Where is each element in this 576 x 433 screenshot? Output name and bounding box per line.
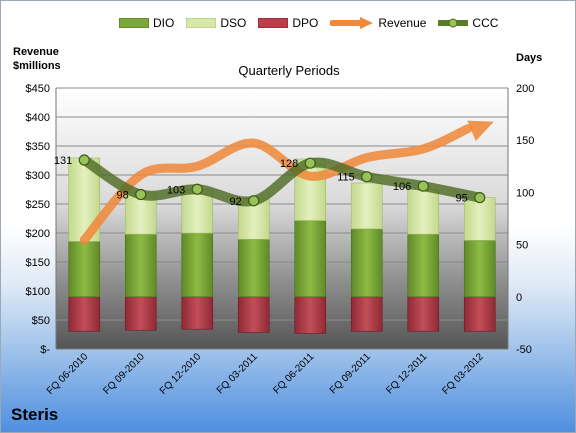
ccc-data-label: 115 xyxy=(337,172,355,184)
ccc-point xyxy=(248,195,260,207)
bar-dio xyxy=(463,240,496,298)
legend-label-revenue: Revenue xyxy=(378,16,427,30)
right-tick-label: 200 xyxy=(516,83,534,95)
ccc-point xyxy=(361,171,373,183)
left-tick-label: $- xyxy=(40,344,50,356)
ccc-point xyxy=(474,192,486,204)
chart-title: Quarterly Periods xyxy=(238,63,340,78)
x-tick-label: FQ 06-2010 xyxy=(45,351,91,397)
legend-swatch-revenue xyxy=(330,17,374,29)
left-tick-label: $350 xyxy=(26,141,50,153)
ccc-data-label: 95 xyxy=(456,193,468,205)
x-tick-label: FQ 09-2010 xyxy=(101,351,147,397)
plot-area xyxy=(56,88,508,349)
bar-dpo xyxy=(181,296,214,330)
right-tick-label: 150 xyxy=(516,135,534,147)
legend-swatch-ccc xyxy=(438,18,469,28)
legend-item-revenue: Revenue xyxy=(330,16,426,30)
legend-label-ccc: CCC xyxy=(472,16,499,30)
x-tick-label: FQ 12-2011 xyxy=(384,351,429,396)
ccc-point xyxy=(78,154,90,166)
bar-dpo xyxy=(463,296,496,332)
left-tick-label: $100 xyxy=(26,286,50,298)
bar-dso xyxy=(350,182,383,230)
bar-dso xyxy=(463,197,496,241)
bar-dso xyxy=(181,188,214,234)
bar-dio xyxy=(294,220,327,298)
legend-label-dio: DIO xyxy=(153,16,175,30)
left-axis-title: Revenue $millions xyxy=(13,45,61,73)
left-tick-label: $200 xyxy=(26,228,50,240)
left-tick-label: $150 xyxy=(26,257,50,269)
bar-dpo xyxy=(68,296,101,332)
x-tick-label: FQ 09-2011 xyxy=(328,351,373,396)
right-tick-label: 100 xyxy=(516,187,534,199)
x-tick-label: FQ 03-2011 xyxy=(215,351,260,396)
legend-label-dpo: DPO xyxy=(292,16,319,30)
legend-item-dio: DIO xyxy=(119,16,174,30)
ccc-data-label: 106 xyxy=(393,181,411,193)
left-tick-label: $400 xyxy=(26,112,50,124)
ccc-data-label: 98 xyxy=(117,189,129,201)
bar-dpo xyxy=(350,296,383,332)
revenue-line xyxy=(79,124,473,245)
legend-item-dpo: DPO xyxy=(258,16,318,30)
x-tick-label: FQ 06-2011 xyxy=(271,351,316,396)
ccc-data-label: 131 xyxy=(54,155,72,167)
left-tick-label: $250 xyxy=(26,199,50,211)
x-tick-label: FQ 12-2010 xyxy=(158,351,204,397)
x-tick-label: FQ 03-2012 xyxy=(440,351,486,397)
company-name: Steris xyxy=(11,405,59,424)
right-axis-title: Days xyxy=(516,52,543,64)
legend: DIO DSO DPO Revenue CCC xyxy=(119,15,510,31)
bar-dso xyxy=(407,188,440,235)
right-tick-label: 0 xyxy=(516,292,522,304)
bar-dio xyxy=(237,239,270,298)
left-tick-label: $50 xyxy=(32,315,50,327)
bar-dpo xyxy=(407,296,440,332)
left-axis-title-line1: Revenue xyxy=(13,46,59,58)
bar-dpo xyxy=(237,296,270,333)
ccc-data-label: 128 xyxy=(280,158,298,170)
ccc-data-label: 92 xyxy=(230,196,242,208)
legend-swatch-dio xyxy=(119,18,149,28)
bar-dpo xyxy=(124,296,157,331)
legend-swatch-dpo xyxy=(258,18,289,28)
bar-dio xyxy=(350,228,383,298)
legend-item-dso: DSO xyxy=(186,16,246,30)
legend-item-ccc: CCC xyxy=(438,16,498,30)
bar-dio xyxy=(181,232,214,298)
left-tick-label: $300 xyxy=(26,170,50,182)
bar-dio xyxy=(68,241,101,298)
legend-label-dso: DSO xyxy=(220,16,247,30)
ccc-point xyxy=(304,157,316,169)
right-tick-label: 50 xyxy=(516,240,528,252)
ccc-point xyxy=(135,188,147,201)
bar-dio xyxy=(407,233,440,298)
left-tick-label: $450 xyxy=(26,83,50,95)
bar-dio xyxy=(124,233,157,298)
left-axis-title-line2: $millions xyxy=(13,60,61,72)
right-tick-label: -50 xyxy=(516,344,532,356)
ccc-point xyxy=(191,183,203,195)
ccc-data-label: 103 xyxy=(167,184,185,196)
revenue-arrowhead xyxy=(467,120,494,141)
legend-swatch-dso xyxy=(186,18,217,28)
bar-dpo xyxy=(294,296,327,334)
ccc-point xyxy=(417,180,429,192)
